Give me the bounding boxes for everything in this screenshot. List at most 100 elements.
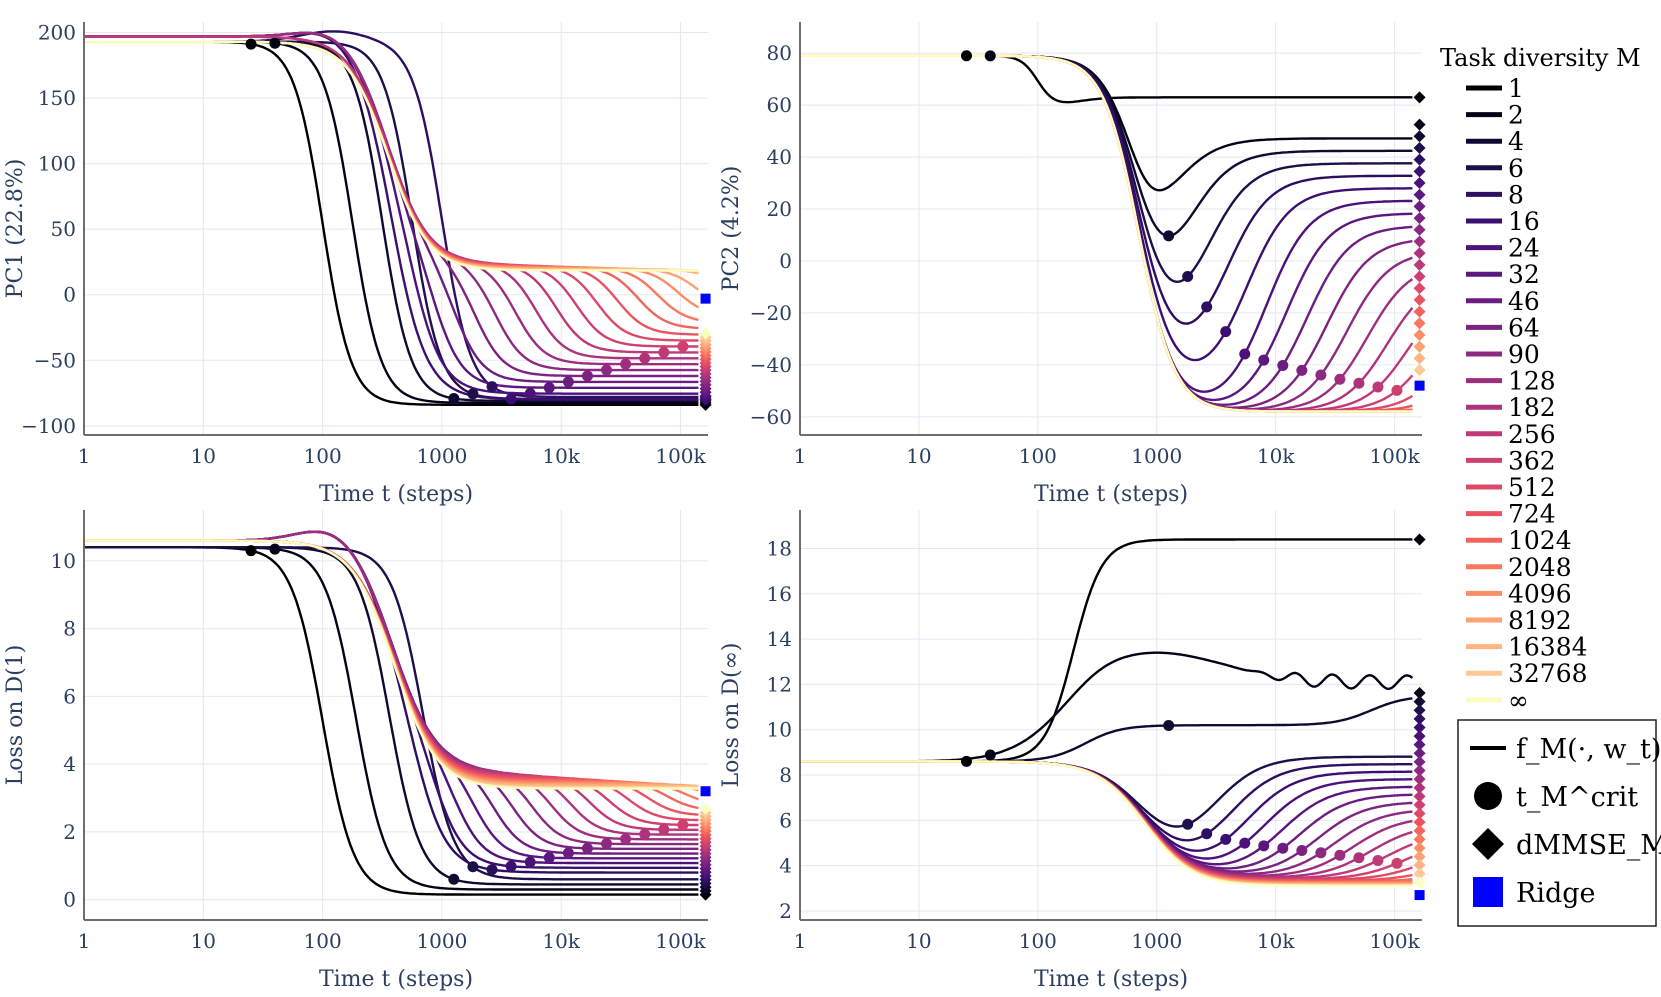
tcrit-marker	[1277, 359, 1289, 371]
series-line-16	[84, 32, 699, 401]
x-tick-label: 100	[304, 929, 342, 953]
x-axis-label: Time t (steps)	[319, 967, 473, 992]
series-line-2048	[800, 54, 1413, 413]
tcrit-marker	[984, 749, 996, 761]
legend-label-32: 32	[1508, 260, 1540, 289]
series-line-724	[84, 539, 699, 816]
dmmse-marker	[1413, 841, 1426, 854]
y-tick-label: 6	[63, 684, 76, 708]
series-line-2	[800, 54, 1413, 192]
series-line-24	[84, 530, 699, 865]
tcrit-marker	[601, 364, 613, 376]
legend: Task diversity M124681624324664901281822…	[1440, 44, 1641, 715]
legend-label-2: 2	[1508, 101, 1524, 130]
tcrit-marker	[1334, 373, 1346, 385]
x-tick-label: 1000	[416, 444, 467, 468]
dmmse-marker	[1413, 712, 1426, 725]
panel-pc1: 1 10 100 1000 10k 100k −100 −50 0 50 100 150 200 Time…	[3, 20, 712, 507]
y-tick-label: 40	[767, 145, 792, 169]
series-line-∞	[800, 760, 1413, 887]
y-tick-label: 6	[779, 808, 792, 832]
dmmse-marker	[1413, 118, 1426, 131]
tcrit-marker	[1239, 837, 1251, 849]
series-line-362	[800, 54, 1414, 413]
dmmse-marker	[1413, 824, 1426, 837]
tcrit-marker	[1239, 348, 1251, 360]
dmmse-marker	[699, 802, 712, 815]
y-tick-label: −50	[34, 348, 76, 372]
series-line-90	[84, 31, 699, 372]
series-line-64	[84, 530, 699, 850]
tcrit-marker	[524, 387, 536, 399]
legend-marker-label: dMMSE_M	[1516, 830, 1661, 861]
x-tick-label: 1000	[1131, 444, 1182, 468]
tcrit-marker	[1182, 818, 1194, 830]
series-line-46	[84, 31, 699, 384]
x-tick-label: 100k	[655, 929, 706, 953]
tcrit-marker	[1220, 326, 1232, 338]
dmmse-marker	[1413, 798, 1426, 811]
tcrit-marker	[677, 340, 689, 352]
series-line-512	[84, 40, 699, 342]
legend-label-1: 1	[1508, 74, 1524, 103]
y-tick-label: 14	[767, 627, 792, 651]
legend-label-182: 182	[1508, 393, 1556, 422]
x-tick-label: 10k	[1257, 444, 1295, 468]
y-tick-label: 8	[779, 763, 792, 787]
dmmse-marker	[1413, 141, 1426, 154]
series-line-724	[800, 54, 1413, 413]
x-tick-label: 1	[794, 929, 807, 953]
series-line-∞	[84, 539, 699, 790]
x-tick-label: 100	[304, 444, 342, 468]
dmmse-marker	[1413, 807, 1426, 820]
legend-marker-label: Ridge	[1516, 878, 1596, 909]
series-line-256	[800, 54, 1414, 413]
dmmse-marker	[1413, 352, 1426, 365]
legend-label-362: 362	[1508, 446, 1556, 475]
dmmse-marker	[1413, 859, 1426, 872]
tcrit-marker	[486, 381, 498, 393]
tcrit-marker	[1201, 301, 1213, 313]
tcrit-marker	[1315, 369, 1327, 381]
tcrit-marker	[677, 819, 689, 831]
dmmse-marker	[1413, 235, 1426, 248]
tcrit-marker	[960, 755, 972, 767]
dmmse-marker	[1413, 755, 1426, 768]
series-line-46	[800, 54, 1413, 407]
series-line-512	[800, 54, 1414, 413]
x-tick-label: 10	[191, 929, 216, 953]
tcrit-marker	[448, 393, 460, 405]
tcrit-marker	[1163, 720, 1175, 732]
tcrit-marker	[1391, 857, 1403, 869]
legend-label-4096: 4096	[1508, 579, 1572, 608]
tcrit-marker	[1258, 840, 1270, 852]
dmmse-marker	[1413, 223, 1426, 236]
tcrit-marker	[658, 824, 670, 836]
tcrit-marker	[1277, 842, 1289, 854]
panel-loss1: 1 10 100 1000 10k 100k 0 2 4 6 8 10 Time t (steps) Lo…	[3, 510, 712, 992]
legend-label-∞: ∞	[1508, 686, 1529, 715]
series-line-512	[84, 539, 699, 822]
dmmse-marker	[1413, 867, 1426, 880]
dmmse-marker	[1413, 293, 1426, 306]
x-tick-label: 1	[78, 444, 91, 468]
legend-label-2048: 2048	[1508, 553, 1572, 582]
legend-diamond-icon	[1472, 828, 1504, 860]
tcrit-marker	[467, 861, 479, 873]
tcrit-marker	[1220, 833, 1232, 845]
y-tick-label: 0	[63, 888, 76, 912]
series-line-16384	[800, 54, 1413, 413]
series-line-362	[84, 40, 699, 348]
series-line-8192	[84, 539, 699, 788]
series-line-128	[84, 530, 699, 841]
tcrit-marker	[1372, 381, 1384, 393]
x-tick-label: 100k	[655, 444, 706, 468]
y-tick-label: 200	[38, 20, 76, 44]
legend-circle-icon	[1474, 782, 1502, 810]
marker-legend: f_M(·, w_t) t_M^crit dMMSE_M Ridge	[1457, 719, 1661, 927]
y-tick-label: −60	[750, 405, 792, 429]
dmmse-marker	[1413, 364, 1426, 377]
dmmse-marker	[1413, 876, 1426, 889]
tcrit-marker	[543, 852, 555, 864]
x-tick-label: 10	[906, 929, 931, 953]
